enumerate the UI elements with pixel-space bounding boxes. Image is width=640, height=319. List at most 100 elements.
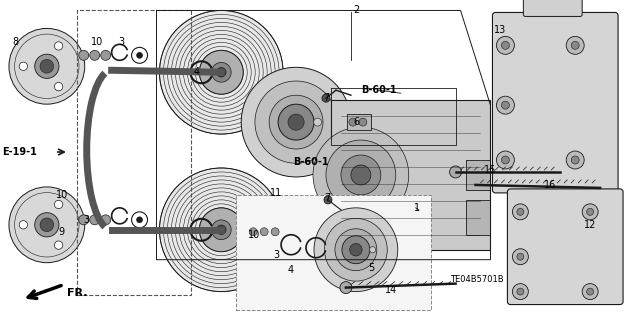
Circle shape: [517, 208, 524, 215]
Circle shape: [200, 208, 243, 252]
Bar: [331, 100, 490, 250]
Circle shape: [260, 228, 268, 236]
Circle shape: [100, 215, 111, 225]
FancyBboxPatch shape: [524, 0, 582, 17]
Circle shape: [349, 118, 357, 126]
Text: FR.: FR.: [67, 288, 87, 298]
Circle shape: [517, 253, 524, 260]
Circle shape: [54, 241, 63, 249]
Circle shape: [582, 284, 598, 300]
Circle shape: [40, 59, 54, 73]
Text: 13: 13: [494, 26, 506, 35]
Circle shape: [587, 288, 594, 295]
Circle shape: [501, 41, 509, 49]
Circle shape: [314, 118, 321, 126]
Circle shape: [200, 50, 243, 94]
Bar: [77, 11, 191, 294]
Circle shape: [412, 203, 426, 217]
Circle shape: [324, 196, 332, 204]
Circle shape: [513, 204, 529, 220]
FancyBboxPatch shape: [492, 12, 618, 193]
Text: 4: 4: [288, 265, 294, 275]
Circle shape: [513, 284, 529, 300]
Circle shape: [100, 50, 111, 60]
Circle shape: [90, 215, 100, 225]
Circle shape: [566, 36, 584, 54]
Circle shape: [216, 67, 226, 77]
Circle shape: [572, 41, 579, 49]
Circle shape: [211, 63, 231, 82]
Text: 16: 16: [544, 180, 556, 190]
Text: 1: 1: [413, 203, 420, 213]
Circle shape: [40, 218, 54, 232]
Text: 9: 9: [59, 227, 65, 237]
Circle shape: [349, 243, 362, 256]
Circle shape: [159, 168, 283, 292]
Text: 6: 6: [354, 117, 360, 127]
Circle shape: [90, 50, 100, 60]
Circle shape: [340, 282, 352, 293]
Circle shape: [288, 114, 304, 130]
Bar: [347, 114, 371, 130]
Circle shape: [278, 104, 314, 140]
Text: 7: 7: [323, 93, 329, 103]
Circle shape: [369, 247, 376, 253]
Circle shape: [269, 95, 323, 149]
Text: 10: 10: [248, 230, 260, 240]
Text: 7: 7: [324, 193, 330, 203]
Circle shape: [54, 200, 63, 209]
Circle shape: [211, 220, 231, 240]
Circle shape: [136, 52, 143, 58]
Circle shape: [572, 156, 579, 164]
Text: TE04B5701B: TE04B5701B: [450, 275, 503, 284]
Text: 4: 4: [193, 67, 200, 77]
Circle shape: [582, 204, 598, 220]
Text: 3: 3: [84, 215, 90, 225]
Circle shape: [342, 236, 370, 264]
Circle shape: [19, 221, 28, 229]
Text: 11: 11: [270, 188, 282, 198]
Circle shape: [35, 54, 59, 78]
Circle shape: [497, 36, 515, 54]
Circle shape: [241, 67, 351, 177]
Circle shape: [341, 155, 381, 195]
Circle shape: [271, 228, 279, 236]
Circle shape: [54, 83, 63, 91]
Text: B-60-1: B-60-1: [293, 157, 329, 167]
Circle shape: [335, 229, 377, 271]
Circle shape: [359, 118, 367, 126]
Circle shape: [501, 101, 509, 109]
Circle shape: [313, 127, 409, 223]
Text: 14: 14: [385, 285, 397, 295]
Circle shape: [136, 217, 143, 223]
Circle shape: [497, 96, 515, 114]
FancyBboxPatch shape: [508, 189, 623, 305]
Text: 2: 2: [353, 5, 359, 15]
Circle shape: [416, 207, 422, 213]
Circle shape: [587, 208, 594, 215]
Text: E-19-1: E-19-1: [3, 147, 37, 157]
Bar: [465, 200, 490, 235]
Circle shape: [517, 288, 524, 295]
Bar: [236, 195, 431, 309]
Text: B-60-1: B-60-1: [361, 85, 397, 95]
Text: 3: 3: [118, 37, 125, 47]
Circle shape: [54, 42, 63, 50]
Text: 8: 8: [13, 37, 19, 47]
Circle shape: [255, 81, 337, 163]
Circle shape: [566, 151, 584, 169]
Circle shape: [497, 151, 515, 169]
Circle shape: [249, 228, 257, 236]
Circle shape: [79, 215, 89, 225]
Circle shape: [314, 208, 397, 292]
Text: 3: 3: [273, 250, 279, 260]
Text: 10: 10: [90, 37, 103, 47]
Circle shape: [79, 50, 89, 60]
Circle shape: [322, 94, 330, 102]
Circle shape: [403, 230, 419, 246]
Circle shape: [9, 28, 84, 104]
Text: 10: 10: [56, 190, 68, 200]
Circle shape: [9, 187, 84, 263]
Text: 5: 5: [368, 263, 374, 273]
Text: 12: 12: [584, 220, 596, 230]
